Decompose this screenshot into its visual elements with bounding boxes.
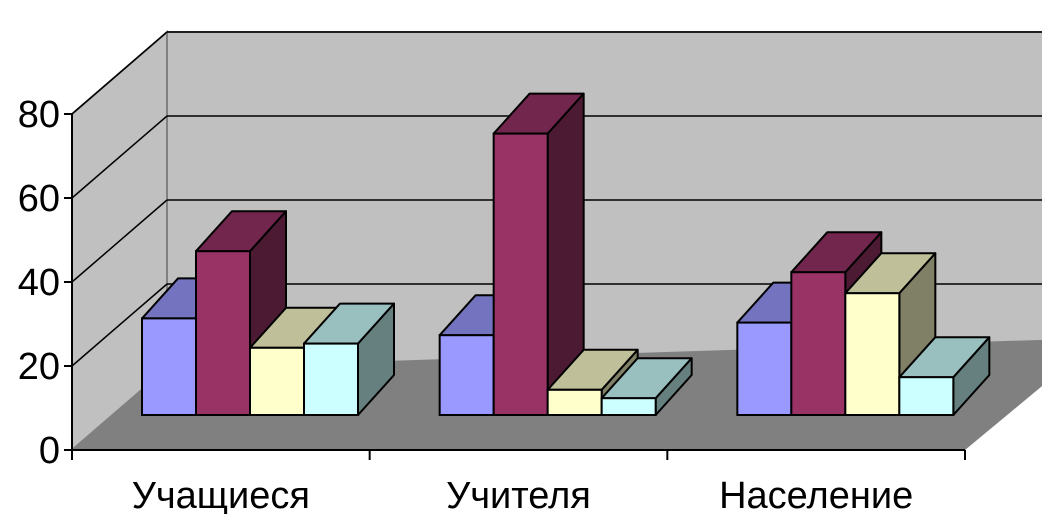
bar-front bbox=[546, 388, 603, 416]
x-category-label: Население bbox=[719, 475, 913, 514]
y-tick-labels: 0 20 40 60 80 bbox=[18, 94, 60, 472]
bar bbox=[600, 357, 693, 417]
bar bbox=[492, 92, 585, 416]
y-tick-label: 40 bbox=[18, 262, 60, 304]
gridline-side bbox=[71, 199, 168, 283]
bar-front bbox=[438, 334, 495, 417]
bar-front bbox=[736, 321, 793, 417]
bar-front bbox=[141, 317, 197, 416]
y-tick-label: 80 bbox=[18, 94, 60, 136]
x-category-label: Учащиеся bbox=[132, 475, 310, 514]
gridlines bbox=[71, 31, 1042, 367]
bar-front bbox=[492, 132, 549, 416]
bars bbox=[141, 92, 991, 417]
x-category-label: Учителя bbox=[446, 475, 591, 514]
gridline-side bbox=[71, 115, 168, 199]
bar bbox=[898, 336, 991, 417]
x-category-labels: Учащиеся Учителя Население bbox=[132, 475, 914, 517]
bar-front bbox=[303, 342, 359, 417]
bar-front bbox=[195, 250, 251, 416]
bar-front bbox=[844, 292, 901, 417]
bar-front bbox=[790, 271, 847, 417]
bar bbox=[303, 302, 395, 417]
gridline-side bbox=[71, 31, 168, 115]
y-tick-label: 20 bbox=[18, 346, 60, 388]
gridline-side bbox=[71, 283, 168, 367]
y-tick-label: 60 bbox=[18, 178, 60, 220]
bar-front bbox=[249, 346, 305, 416]
axes bbox=[64, 113, 966, 460]
bar-front bbox=[898, 376, 955, 417]
bar-front bbox=[600, 397, 657, 417]
y-tick-label: 0 bbox=[39, 430, 60, 472]
